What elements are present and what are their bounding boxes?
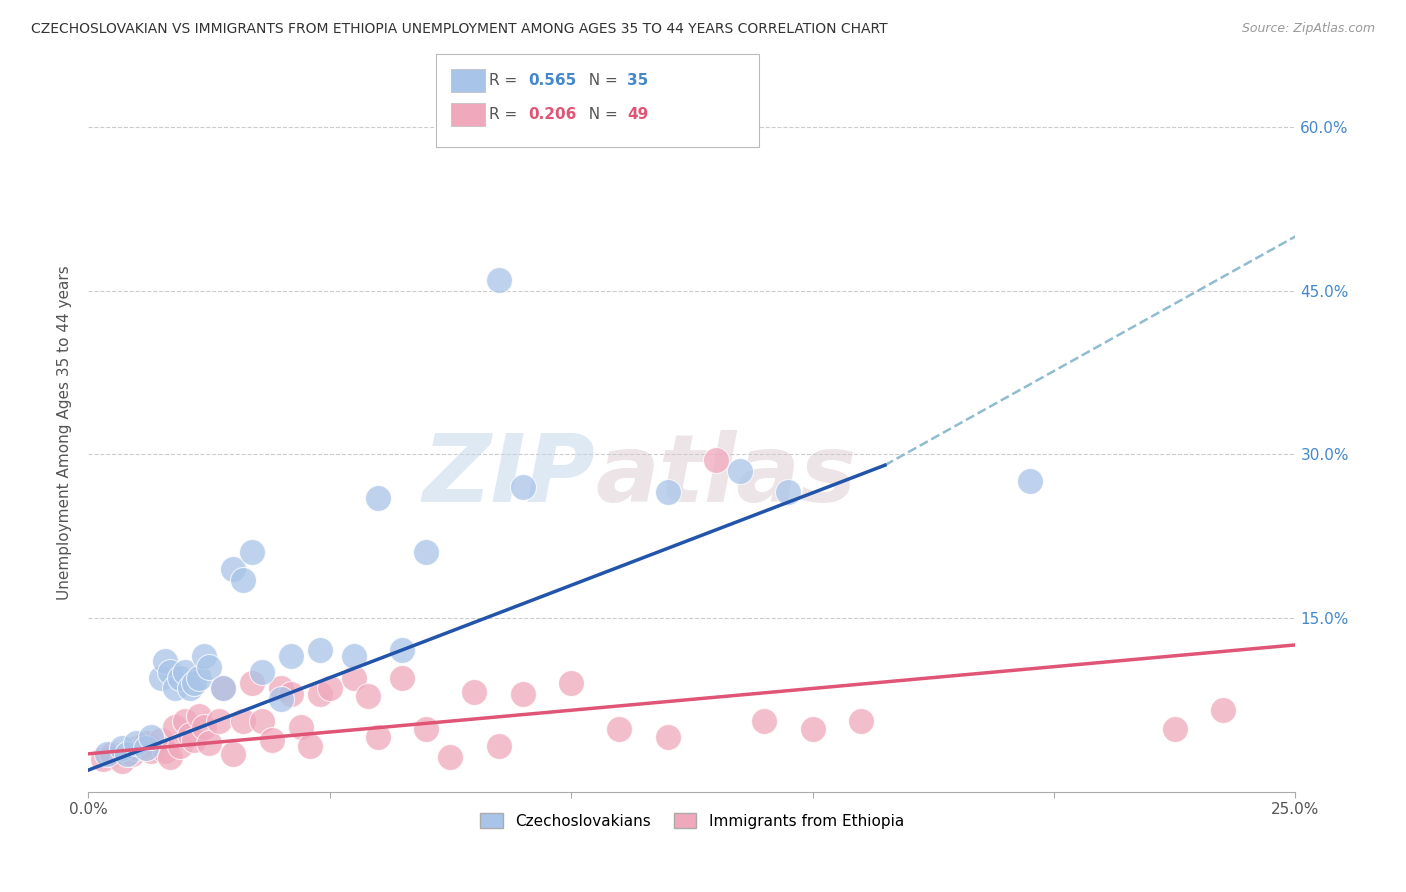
- Point: [101, 747, 124, 761]
- Point: [801, 722, 824, 736]
- Point: [439, 750, 461, 764]
- Point: [343, 648, 366, 663]
- Point: [212, 681, 235, 696]
- Point: [704, 452, 727, 467]
- Point: [1018, 475, 1040, 489]
- Point: [488, 739, 510, 754]
- Point: [232, 714, 254, 728]
- Text: Source: ZipAtlas.com: Source: ZipAtlas.com: [1241, 22, 1375, 36]
- Point: [512, 480, 534, 494]
- Point: [91, 752, 114, 766]
- Point: [222, 561, 245, 575]
- Text: 49: 49: [627, 107, 648, 121]
- Text: N =: N =: [579, 73, 623, 87]
- Point: [169, 739, 191, 754]
- Point: [115, 747, 138, 761]
- Point: [188, 708, 211, 723]
- Point: [391, 643, 413, 657]
- Point: [270, 681, 292, 696]
- Point: [121, 747, 143, 761]
- Text: 0.206: 0.206: [529, 107, 576, 121]
- Legend: Czechoslovakians, Immigrants from Ethiopia: Czechoslovakians, Immigrants from Ethiop…: [474, 806, 910, 835]
- Point: [135, 736, 157, 750]
- Point: [222, 747, 245, 761]
- Point: [728, 464, 751, 478]
- Point: [560, 676, 582, 690]
- Point: [343, 671, 366, 685]
- Point: [280, 648, 302, 663]
- Point: [260, 732, 283, 747]
- Point: [111, 741, 134, 756]
- Point: [188, 671, 211, 685]
- Point: [135, 741, 157, 756]
- Text: N =: N =: [579, 107, 623, 121]
- Text: atlas: atlas: [595, 430, 856, 522]
- Text: 35: 35: [627, 73, 648, 87]
- Point: [125, 741, 148, 756]
- Point: [250, 665, 273, 680]
- Point: [270, 692, 292, 706]
- Point: [778, 485, 800, 500]
- Point: [299, 739, 322, 754]
- Point: [179, 681, 201, 696]
- Point: [111, 755, 134, 769]
- Point: [173, 714, 195, 728]
- Point: [391, 671, 413, 685]
- Point: [488, 273, 510, 287]
- Point: [125, 736, 148, 750]
- Text: 0.565: 0.565: [529, 73, 576, 87]
- Point: [290, 720, 312, 734]
- Point: [309, 643, 332, 657]
- Point: [309, 687, 332, 701]
- Point: [1164, 722, 1187, 736]
- Point: [139, 743, 162, 757]
- Point: [198, 659, 221, 673]
- Point: [183, 676, 205, 690]
- Point: [212, 681, 235, 696]
- Point: [149, 732, 172, 747]
- Point: [183, 732, 205, 747]
- Point: [240, 545, 263, 559]
- Point: [149, 671, 172, 685]
- Point: [155, 743, 177, 757]
- Point: [139, 731, 162, 745]
- Point: [179, 728, 201, 742]
- Text: R =: R =: [489, 107, 523, 121]
- Point: [240, 676, 263, 690]
- Text: ZIP: ZIP: [422, 430, 595, 522]
- Point: [173, 665, 195, 680]
- Text: CZECHOSLOVAKIAN VS IMMIGRANTS FROM ETHIOPIA UNEMPLOYMENT AMONG AGES 35 TO 44 YEA: CZECHOSLOVAKIAN VS IMMIGRANTS FROM ETHIO…: [31, 22, 887, 37]
- Point: [207, 714, 229, 728]
- Point: [657, 485, 679, 500]
- Point: [96, 747, 118, 761]
- Point: [609, 722, 631, 736]
- Point: [155, 654, 177, 668]
- Point: [232, 573, 254, 587]
- Point: [367, 491, 389, 505]
- Point: [357, 689, 380, 703]
- Point: [463, 684, 485, 698]
- Point: [159, 750, 181, 764]
- Point: [415, 722, 437, 736]
- Point: [754, 714, 776, 728]
- Point: [415, 545, 437, 559]
- Point: [367, 731, 389, 745]
- Point: [159, 665, 181, 680]
- Point: [318, 681, 340, 696]
- Point: [280, 687, 302, 701]
- Point: [1212, 703, 1234, 717]
- Text: R =: R =: [489, 73, 523, 87]
- Point: [165, 720, 187, 734]
- Y-axis label: Unemployment Among Ages 35 to 44 years: Unemployment Among Ages 35 to 44 years: [58, 265, 72, 599]
- Point: [193, 720, 215, 734]
- Point: [849, 714, 872, 728]
- Point: [657, 731, 679, 745]
- Point: [193, 648, 215, 663]
- Point: [250, 714, 273, 728]
- Point: [165, 681, 187, 696]
- Point: [512, 687, 534, 701]
- Point: [169, 671, 191, 685]
- Point: [198, 736, 221, 750]
